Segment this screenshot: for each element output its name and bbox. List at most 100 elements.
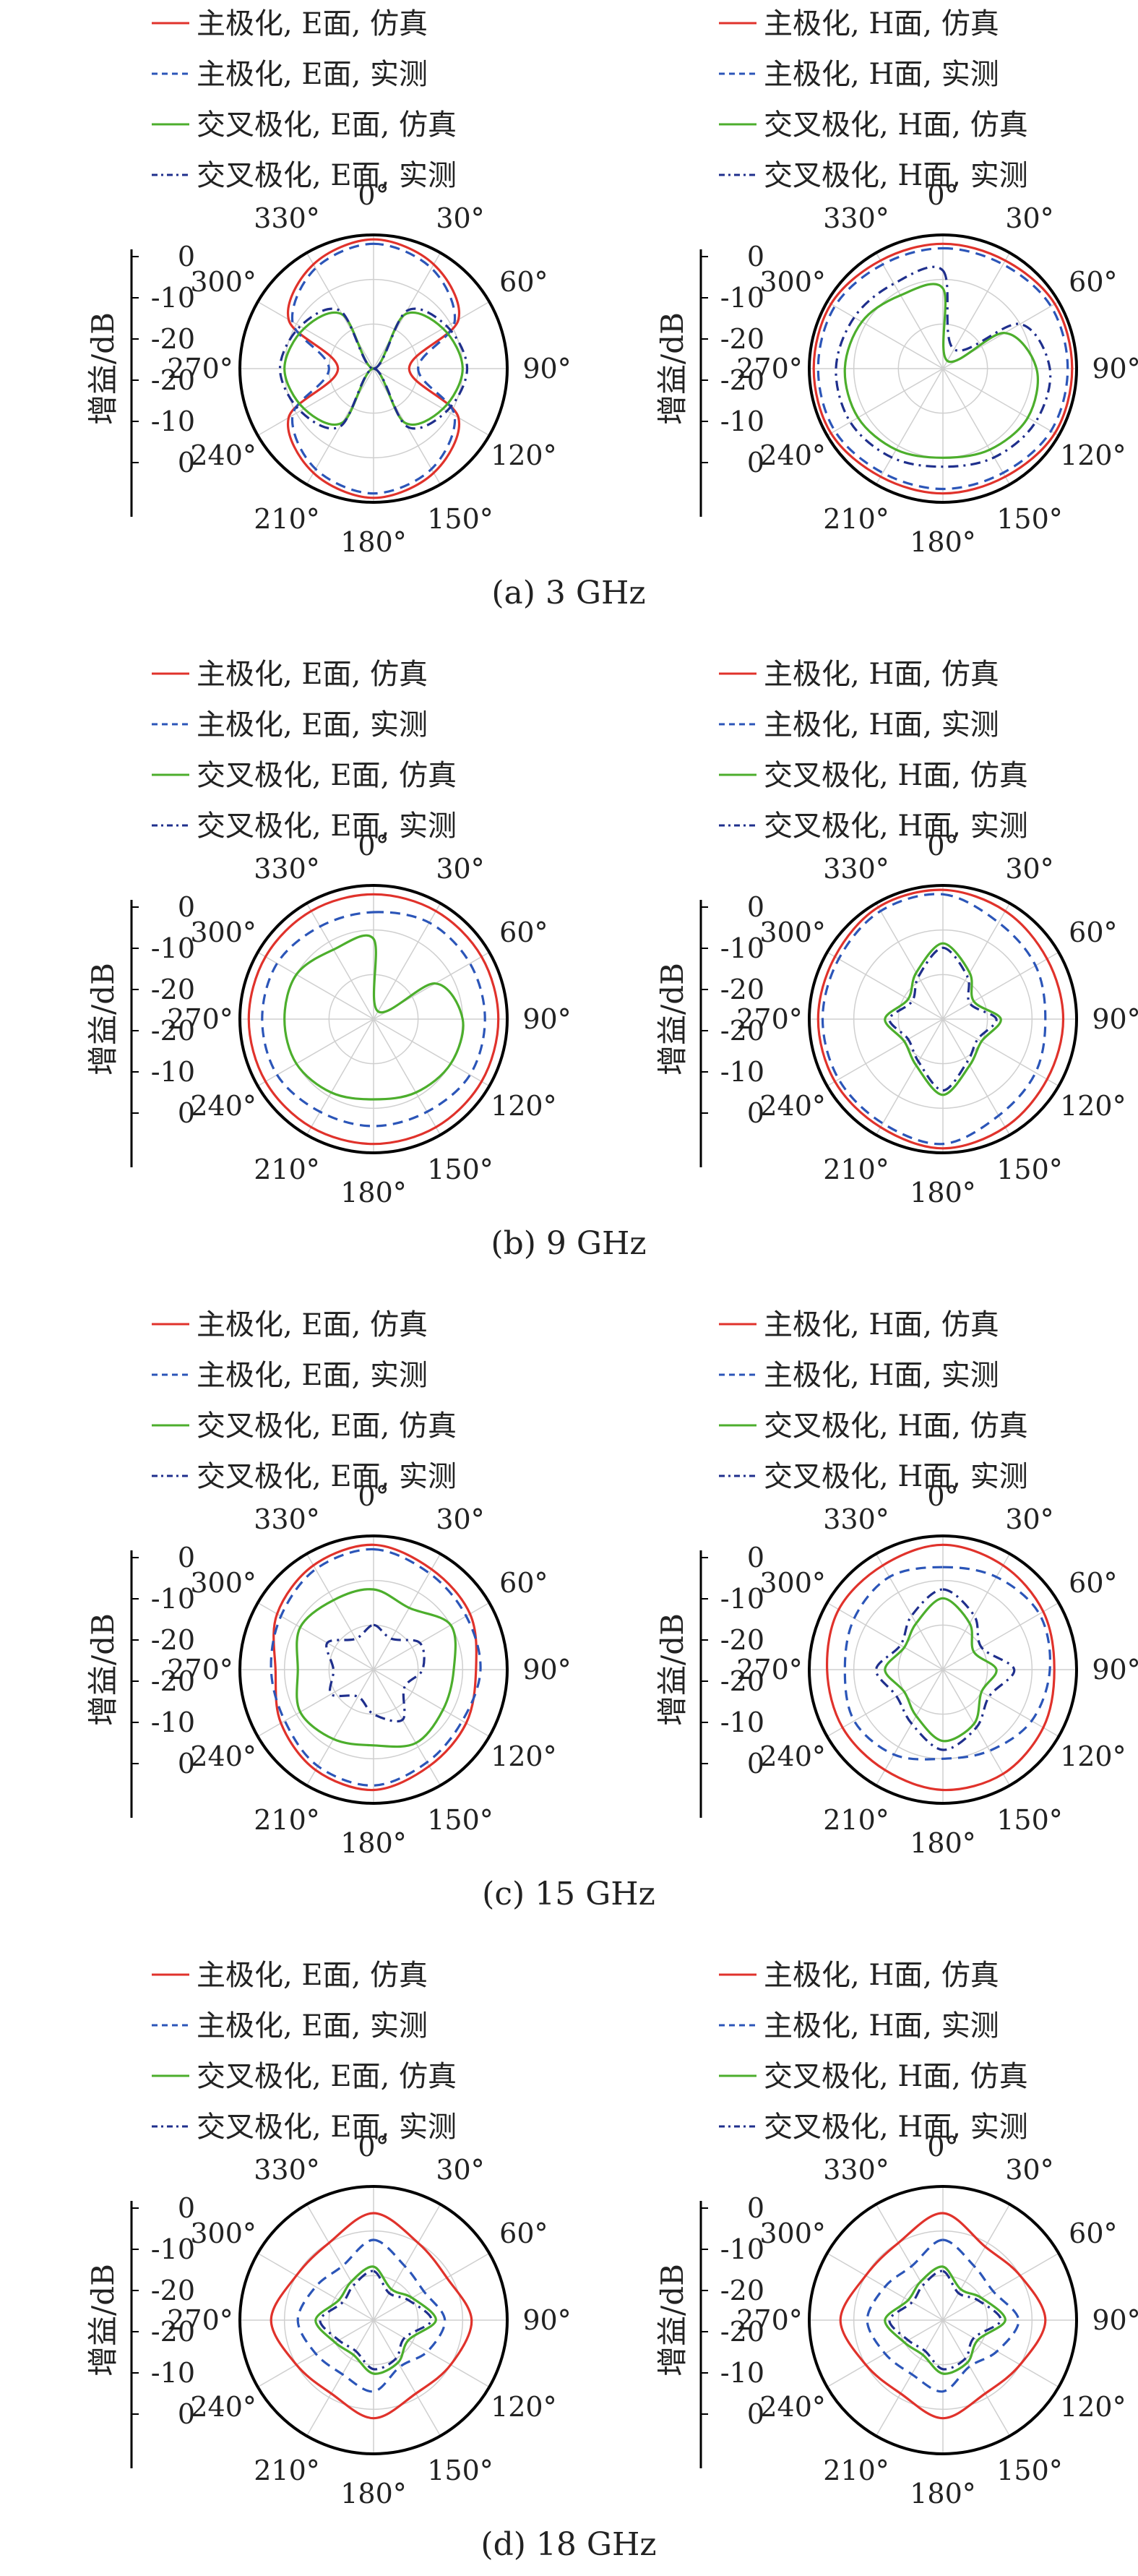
polar-grid-spoke bbox=[942, 2319, 1059, 2388]
radial-tick-label: 0 bbox=[178, 1748, 195, 1779]
polar-grid-spoke bbox=[942, 252, 1011, 369]
radial-tick-label: 0 bbox=[178, 447, 195, 478]
angle-tick-label: 0° bbox=[358, 830, 389, 862]
polar-grid-spoke bbox=[373, 2319, 441, 2437]
polar-grid-spoke bbox=[306, 252, 374, 369]
angle-tick-label: 90° bbox=[522, 2304, 571, 2336]
legend-entry-label: 主极化, H面, 仿真 bbox=[764, 1959, 999, 1992]
angle-tick-label: 210° bbox=[254, 2455, 320, 2486]
legend-entry-label: 主极化, E面, 仿真 bbox=[197, 1308, 428, 1341]
radial-tick-label: -10 bbox=[151, 2233, 195, 2265]
pattern-trace bbox=[888, 2270, 1002, 2371]
pattern-trace bbox=[286, 238, 461, 499]
polar-grid-spoke bbox=[827, 301, 944, 369]
radial-tick-label: -10 bbox=[720, 1056, 764, 1088]
y-axis-label: 增益/dB bbox=[85, 2264, 121, 2377]
radial-tick-label: -20 bbox=[151, 974, 195, 1005]
legend-entry-label: 交叉极化, E面, 实测 bbox=[197, 2111, 457, 2144]
panel-caption: (b) 9 GHz bbox=[491, 1225, 646, 1262]
polar-grid-spoke bbox=[942, 1018, 1011, 1135]
angle-tick-label: 90° bbox=[1092, 2304, 1138, 2336]
pattern-trace bbox=[884, 1597, 998, 1743]
legend-entry-label: 交叉极化, H面, 实测 bbox=[764, 2111, 1028, 2144]
polar-outer-ring bbox=[238, 2185, 509, 2455]
angle-tick-label: 240° bbox=[190, 1090, 257, 1122]
panel-caption: (a) 3 GHz bbox=[491, 575, 645, 611]
angle-tick-label: 330° bbox=[823, 202, 889, 234]
angle-tick-label: 120° bbox=[491, 1740, 557, 1772]
radial-tick-label: 0 bbox=[747, 1748, 764, 1779]
radial-tick-label: 0 bbox=[747, 2398, 764, 2430]
radial-tick-label: -10 bbox=[720, 932, 764, 964]
angle-tick-label: 330° bbox=[254, 202, 320, 234]
radial-tick-label: -20 bbox=[151, 364, 195, 396]
angle-tick-label: 270° bbox=[167, 353, 233, 385]
angle-tick-label: 270° bbox=[167, 1654, 233, 1686]
polar-grid-spoke bbox=[875, 1553, 944, 1670]
pattern-trace bbox=[296, 2238, 447, 2393]
angle-tick-label: 0° bbox=[358, 179, 389, 211]
legend-entry-label: 交叉极化, H面, 实测 bbox=[764, 159, 1028, 192]
polar-grid-spoke bbox=[373, 1602, 490, 1670]
angle-tick-label: 30° bbox=[1005, 853, 1053, 885]
legend-entry-label: 主极化, E面, 仿真 bbox=[197, 7, 428, 40]
radial-tick-label: -10 bbox=[720, 405, 764, 437]
angle-tick-label: 330° bbox=[254, 2154, 320, 2186]
pattern-trace bbox=[816, 246, 1069, 491]
polar-grid-spoke bbox=[373, 2204, 441, 2321]
radial-tick-label: 0 bbox=[747, 2192, 764, 2224]
radial-tick-label: -20 bbox=[720, 2316, 764, 2348]
polar-grid-spoke bbox=[306, 2204, 374, 2321]
radial-tick-label: 0 bbox=[178, 241, 195, 272]
polar-grid-spoke bbox=[942, 1669, 1059, 1738]
angle-tick-label: 270° bbox=[736, 353, 803, 385]
angle-tick-label: 240° bbox=[759, 2391, 826, 2423]
panel-caption: (c) 15 GHz bbox=[482, 1876, 655, 1912]
angle-tick-label: 90° bbox=[1092, 1654, 1138, 1686]
y-axis-label: 增益/dB bbox=[655, 1613, 690, 1726]
radial-tick-label: 0 bbox=[747, 447, 764, 478]
angle-tick-label: 120° bbox=[491, 2391, 557, 2423]
angle-tick-label: 30° bbox=[1005, 2154, 1053, 2186]
legend-entry-label: 主极化, H面, 仿真 bbox=[764, 7, 999, 40]
radial-tick-label: -20 bbox=[151, 1665, 195, 1697]
angle-tick-label: 0° bbox=[358, 1480, 389, 1512]
angle-tick-label: 210° bbox=[254, 1154, 320, 1185]
polar-outer-ring bbox=[238, 884, 509, 1154]
angle-tick-label: 90° bbox=[1092, 353, 1138, 385]
angle-tick-label: 300° bbox=[759, 266, 826, 298]
angle-tick-label: 60° bbox=[499, 1567, 548, 1599]
polar-grid-spoke bbox=[373, 368, 490, 437]
polar-grid-spoke bbox=[875, 368, 944, 485]
angle-tick-label: 210° bbox=[823, 2455, 889, 2486]
angle-tick-label: 180° bbox=[910, 1177, 976, 1208]
angle-tick-label: 210° bbox=[823, 1804, 889, 1836]
polar-grid-spoke bbox=[942, 1602, 1059, 1670]
legend-entry-label: 交叉极化, H面, 实测 bbox=[764, 1460, 1028, 1493]
pattern-trace bbox=[839, 2212, 1047, 2420]
polar-outer-ring bbox=[238, 233, 509, 504]
legend-entry-label: 交叉极化, H面, 仿真 bbox=[764, 2060, 1028, 2093]
pattern-trace bbox=[843, 283, 1039, 459]
polar-grid-spoke bbox=[257, 1669, 374, 1738]
angle-tick-label: 300° bbox=[759, 916, 826, 948]
angle-tick-label: 210° bbox=[823, 1154, 889, 1185]
legend-entry-label: 交叉极化, E面, 仿真 bbox=[197, 108, 457, 142]
legend-entry-label: 主极化, H面, 实测 bbox=[764, 58, 999, 91]
polar-grid-spoke bbox=[942, 2252, 1059, 2321]
legend-entry-label: 主极化, E面, 实测 bbox=[197, 2009, 428, 2043]
polar-outer-ring bbox=[808, 1534, 1078, 1805]
radial-tick-label: -20 bbox=[151, 1015, 195, 1047]
radial-tick-label: -20 bbox=[720, 364, 764, 396]
pattern-trace bbox=[261, 911, 486, 1128]
angle-tick-label: 240° bbox=[190, 1740, 257, 1772]
radial-tick-label: -10 bbox=[151, 405, 195, 437]
polar-grid-spoke bbox=[373, 1669, 441, 1786]
legend-entry-label: 交叉极化, H面, 实测 bbox=[764, 810, 1028, 843]
polar-outer-ring bbox=[808, 884, 1078, 1154]
polar-grid-spoke bbox=[373, 903, 441, 1020]
